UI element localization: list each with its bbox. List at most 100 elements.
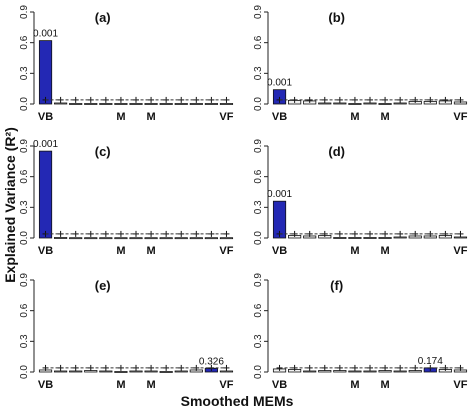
panel-label: (d) (328, 144, 345, 159)
bar (453, 236, 468, 239)
p-value-label: 0.001 (33, 29, 58, 40)
y-tick-label: 0.9 (253, 273, 264, 287)
y-tick-label: 0.3 (253, 200, 264, 214)
category-label: VF (453, 245, 467, 257)
y-tick-label: 0.9 (253, 139, 264, 153)
bar (348, 103, 362, 105)
bar (378, 237, 392, 239)
category-label: VB (272, 379, 287, 391)
y-tick-label: 0.3 (19, 200, 30, 214)
y-tick-label: 0.9 (19, 5, 30, 19)
y-tick-label: 0.3 (253, 66, 264, 80)
category-label: VF (219, 379, 233, 391)
p-value-label: 0.001 (33, 139, 58, 150)
panel-label: (a) (95, 10, 111, 25)
bar (159, 371, 173, 373)
category-label: VF (219, 245, 233, 257)
bar (363, 370, 377, 373)
bar (303, 370, 317, 373)
bar (144, 370, 158, 373)
y-tick-label: 0.9 (19, 273, 30, 287)
y-tick-label: 0.3 (19, 66, 30, 80)
category-label: M (146, 245, 155, 257)
p-value-label: 0.326 (199, 356, 224, 367)
category-label: VB (38, 111, 53, 123)
category-label: M (116, 111, 125, 123)
category-label: VB (272, 111, 287, 123)
y-tick-label: 0.9 (19, 139, 30, 153)
y-tick-label: 0.0 (19, 365, 30, 379)
bar (333, 237, 347, 239)
bar (393, 236, 407, 239)
bar (333, 102, 347, 105)
bar (99, 237, 113, 240)
category-label: M (146, 379, 155, 391)
y-tick-label: 0.0 (19, 231, 30, 245)
bar (219, 103, 234, 105)
y-tick-label: 0.3 (19, 334, 30, 348)
category-label: VF (219, 111, 233, 123)
category-label: VF (453, 379, 467, 391)
panel-label: (c) (95, 144, 111, 159)
panel-label: (e) (95, 278, 111, 293)
category-label: M (116, 245, 125, 257)
y-tick-label: 0.6 (19, 303, 30, 317)
bar (393, 370, 407, 373)
y-tick-label: 0.3 (253, 334, 264, 348)
bar (159, 237, 173, 240)
bar (144, 237, 158, 240)
bar (54, 370, 68, 373)
bar (348, 370, 362, 373)
category-label: M (350, 111, 359, 123)
bar (318, 102, 332, 105)
bar (159, 103, 173, 105)
category-label: VB (38, 245, 53, 257)
y-tick-label: 0.0 (253, 97, 264, 111)
category-label: VF (453, 111, 467, 123)
y-tick-label: 0.0 (19, 97, 30, 111)
y-tick-label: 0.0 (253, 365, 264, 379)
category-label: M (380, 245, 389, 257)
bar (114, 237, 128, 240)
bar (54, 237, 68, 239)
p-value-label: 0.174 (418, 356, 443, 367)
bar (99, 370, 113, 373)
bar (204, 103, 218, 105)
bar (114, 103, 128, 105)
bar-highlight (272, 200, 287, 239)
bar (84, 237, 98, 240)
y-axis-title: Explained Variance (R²) (2, 127, 18, 283)
category-label: M (350, 245, 359, 257)
bar (144, 103, 158, 105)
bar (393, 102, 407, 105)
p-value-label: 0.001 (267, 189, 292, 200)
bar (174, 370, 188, 373)
y-tick-label: 0.0 (253, 231, 264, 245)
panel-label: (b) (328, 10, 345, 25)
category-label: M (350, 379, 359, 391)
bar (69, 103, 83, 105)
category-label: M (146, 111, 155, 123)
bar (84, 103, 98, 105)
bar (378, 103, 392, 105)
bar-highlight (38, 150, 53, 239)
bar (189, 103, 203, 105)
bar (174, 103, 188, 105)
category-label: VB (272, 245, 287, 257)
y-tick-label: 0.6 (253, 35, 264, 49)
bar (219, 370, 234, 373)
category-label: M (380, 379, 389, 391)
y-tick-label: 0.9 (253, 5, 264, 19)
y-tick-label: 0.6 (19, 169, 30, 183)
x-axis-title: Smoothed MEMs (180, 393, 294, 409)
panel-label: (f) (330, 278, 343, 293)
bar (129, 237, 143, 240)
bar (363, 237, 377, 239)
p-value-label: 0.001 (267, 78, 292, 89)
bar (114, 371, 128, 373)
bar (189, 237, 203, 240)
bar (363, 102, 377, 105)
category-label: M (380, 111, 389, 123)
bar (69, 237, 83, 240)
